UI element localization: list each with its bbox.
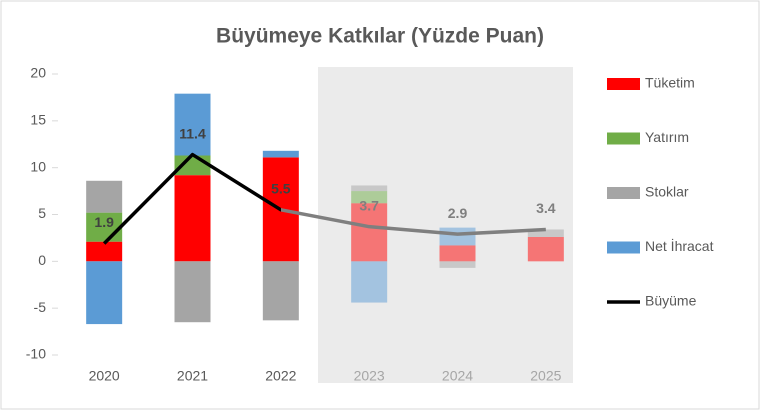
bar bbox=[351, 191, 388, 204]
legend-swatch bbox=[607, 187, 640, 199]
legend-swatch bbox=[607, 132, 640, 145]
x-tick-label: 2025 bbox=[530, 368, 561, 384]
data-label: 3.7 bbox=[359, 197, 379, 213]
y-tick-label: 10 bbox=[30, 158, 46, 174]
y-tick-label: 5 bbox=[38, 205, 46, 221]
bar bbox=[86, 212, 123, 242]
y-tick-label: 0 bbox=[38, 252, 46, 268]
legend-label: Stoklar bbox=[645, 184, 689, 200]
bar bbox=[439, 261, 476, 268]
data-label: 1.9 bbox=[94, 214, 114, 230]
line bbox=[102, 152, 546, 245]
data-label: 11.4 bbox=[179, 125, 206, 141]
x-tick-label: 2024 bbox=[442, 368, 473, 384]
bar bbox=[174, 175, 211, 262]
bar bbox=[527, 229, 564, 237]
bar bbox=[86, 261, 123, 325]
bar bbox=[439, 245, 476, 262]
bar bbox=[351, 261, 388, 303]
bar bbox=[86, 180, 123, 213]
data-label: 5.5 bbox=[271, 181, 291, 197]
x-tick-label: 2020 bbox=[89, 368, 120, 384]
data-label: 3.4 bbox=[536, 200, 556, 216]
legend-label: Büyüme bbox=[645, 293, 697, 309]
legend-swatch bbox=[607, 241, 640, 254]
y-tick-label: 20 bbox=[30, 65, 46, 81]
legend-swatch bbox=[607, 78, 640, 90]
bar bbox=[174, 261, 211, 323]
chart-title: Büyümeye Katkılar (Yüzde Puan) bbox=[216, 25, 544, 48]
bar bbox=[174, 93, 211, 156]
x-tick-label: 2023 bbox=[354, 368, 385, 384]
bar bbox=[86, 241, 123, 262]
data-label: 2.9 bbox=[448, 205, 468, 221]
legend-label: Yatırım bbox=[645, 129, 689, 145]
y-tick-label: -10 bbox=[26, 346, 46, 362]
bar bbox=[262, 261, 299, 321]
y-tick-label: 15 bbox=[30, 112, 46, 128]
y-tick-label: -5 bbox=[34, 299, 47, 315]
bar bbox=[439, 227, 476, 246]
legend-label: Net İhracat bbox=[645, 237, 714, 254]
legend-label: Tüketim bbox=[645, 75, 695, 91]
bar bbox=[351, 203, 388, 262]
bar bbox=[351, 185, 388, 192]
x-tick-label: 2022 bbox=[265, 368, 296, 384]
bar bbox=[527, 236, 564, 262]
x-tick-label: 2021 bbox=[177, 368, 208, 384]
bar bbox=[262, 150, 299, 158]
